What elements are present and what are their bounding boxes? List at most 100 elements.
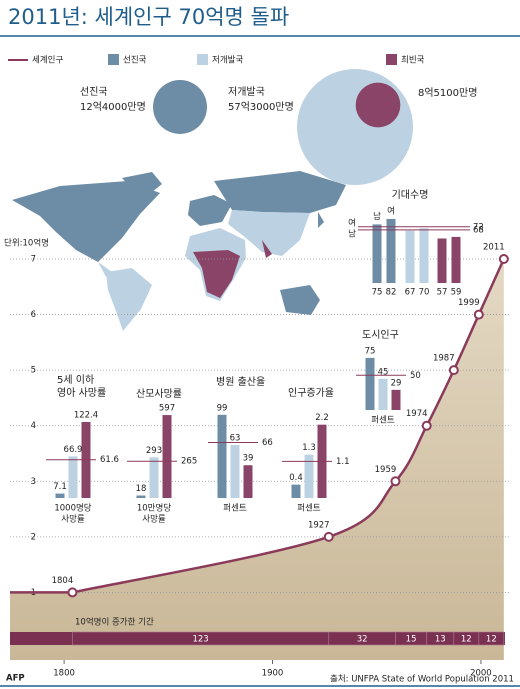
unit-label: 10만명당: [137, 503, 171, 514]
value-label: 597: [159, 404, 175, 414]
bubble-value: 12억4000만명: [80, 101, 146, 113]
page-title: 2011년: 세계인구 70억명 돌파: [8, 5, 289, 29]
unit-label: 사망률: [142, 514, 166, 525]
russia: [214, 171, 346, 213]
point-label: 1999: [458, 298, 480, 308]
value-label: 57: [437, 288, 448, 298]
y-tick-label: 6: [31, 310, 36, 320]
series-label: 여: [387, 205, 395, 216]
bar: [136, 495, 146, 498]
legend-label: 저개발국: [212, 55, 243, 66]
bar: [149, 457, 159, 498]
legend-label: 최빈국: [401, 55, 425, 66]
period-label: 13: [435, 635, 446, 645]
bar: [405, 230, 415, 283]
average-label: 61.6: [100, 455, 119, 465]
south-asia-ldc: [262, 240, 272, 258]
unit-label: 퍼센트: [371, 415, 395, 426]
bar: [68, 456, 78, 498]
point-label: 1987: [433, 354, 455, 364]
value-label: 29: [391, 378, 402, 388]
chart-title: 병원 출산율: [216, 376, 265, 388]
legend-swatch: [386, 54, 397, 65]
value-label: 1.3: [302, 443, 316, 453]
bar: [372, 224, 382, 283]
point: [448, 365, 459, 376]
y-axis-label: 단위:10억명: [4, 238, 49, 249]
y-tick-label: 7: [31, 255, 36, 265]
legend-label: 선진국: [123, 55, 147, 66]
bar: [55, 493, 65, 498]
average-label: 265: [181, 457, 197, 467]
average-label: 50: [410, 371, 421, 381]
period-label: 15: [406, 635, 417, 645]
y-tick-label: 2: [31, 532, 36, 542]
point: [323, 531, 334, 542]
point-label: 1804: [52, 576, 74, 586]
period-label: 123: [192, 635, 208, 645]
bar: [243, 465, 253, 498]
bar: [437, 238, 447, 283]
value-label: 67: [405, 288, 416, 298]
value-label: 99: [217, 403, 228, 413]
point: [473, 309, 484, 320]
bar: [378, 378, 388, 410]
bar: [217, 414, 227, 498]
bar: [451, 236, 461, 283]
bar: [386, 218, 396, 283]
period-title: 10억명이 증가한 기간: [75, 617, 154, 628]
bubble-value: 57억3000만명: [228, 101, 294, 113]
value-label: 70: [419, 288, 430, 298]
bubble: [153, 80, 207, 134]
period-label: 12: [486, 635, 497, 645]
population-line: [72, 258, 505, 594]
average-label: 68: [473, 225, 484, 235]
source: 출처: UNFPA State of World Population 2011: [330, 674, 514, 685]
y-tick-label: 5: [31, 366, 36, 376]
chart-title: 도시인구: [362, 329, 399, 341]
bubble-name: 선진국: [80, 86, 108, 98]
point-label: 1974: [406, 409, 428, 419]
average-label: 1.1: [336, 457, 350, 467]
legend-label: 세계인구: [32, 55, 63, 66]
legend-swatch: [197, 54, 208, 65]
value-label: 59: [451, 288, 462, 298]
average-label: 66: [262, 438, 273, 448]
average-name: 여: [348, 217, 356, 228]
point: [421, 420, 432, 431]
period-segment: [478, 631, 505, 646]
bubble: [297, 69, 413, 185]
series-label: 남: [373, 212, 381, 222]
point-label: 2011: [483, 243, 505, 253]
chart-title: 영아 사망률: [57, 387, 106, 399]
bar: [365, 357, 375, 410]
x-tick-label: 1900: [262, 669, 284, 679]
value-label: 66.9: [64, 445, 83, 455]
unit-label: 1000명당: [54, 503, 91, 514]
bar: [230, 445, 240, 498]
value-label: 63: [230, 434, 241, 444]
y-tick-label: 4: [31, 421, 36, 431]
australia: [280, 285, 320, 315]
point: [67, 587, 78, 598]
bar: [419, 228, 429, 283]
value-label: 39: [243, 454, 254, 464]
value-label: 0.4: [289, 473, 303, 483]
value-label: 82: [386, 288, 397, 298]
period-label: 32: [357, 635, 368, 645]
area: [10, 259, 504, 660]
value-label: 293: [146, 446, 162, 456]
value-label: 18: [136, 484, 147, 494]
chart-title: 산모사망률: [136, 388, 182, 400]
bar: [162, 415, 172, 498]
value-label: 2.2: [315, 413, 329, 423]
unit-label: 퍼센트: [223, 503, 247, 514]
bar: [304, 454, 314, 498]
point-label: 1959: [375, 465, 397, 475]
x-tick-label: 2000: [470, 669, 492, 679]
average-label: 72: [473, 222, 484, 232]
unit-label: 사망률: [61, 514, 85, 525]
chart-title: 인구증가율: [288, 387, 334, 399]
